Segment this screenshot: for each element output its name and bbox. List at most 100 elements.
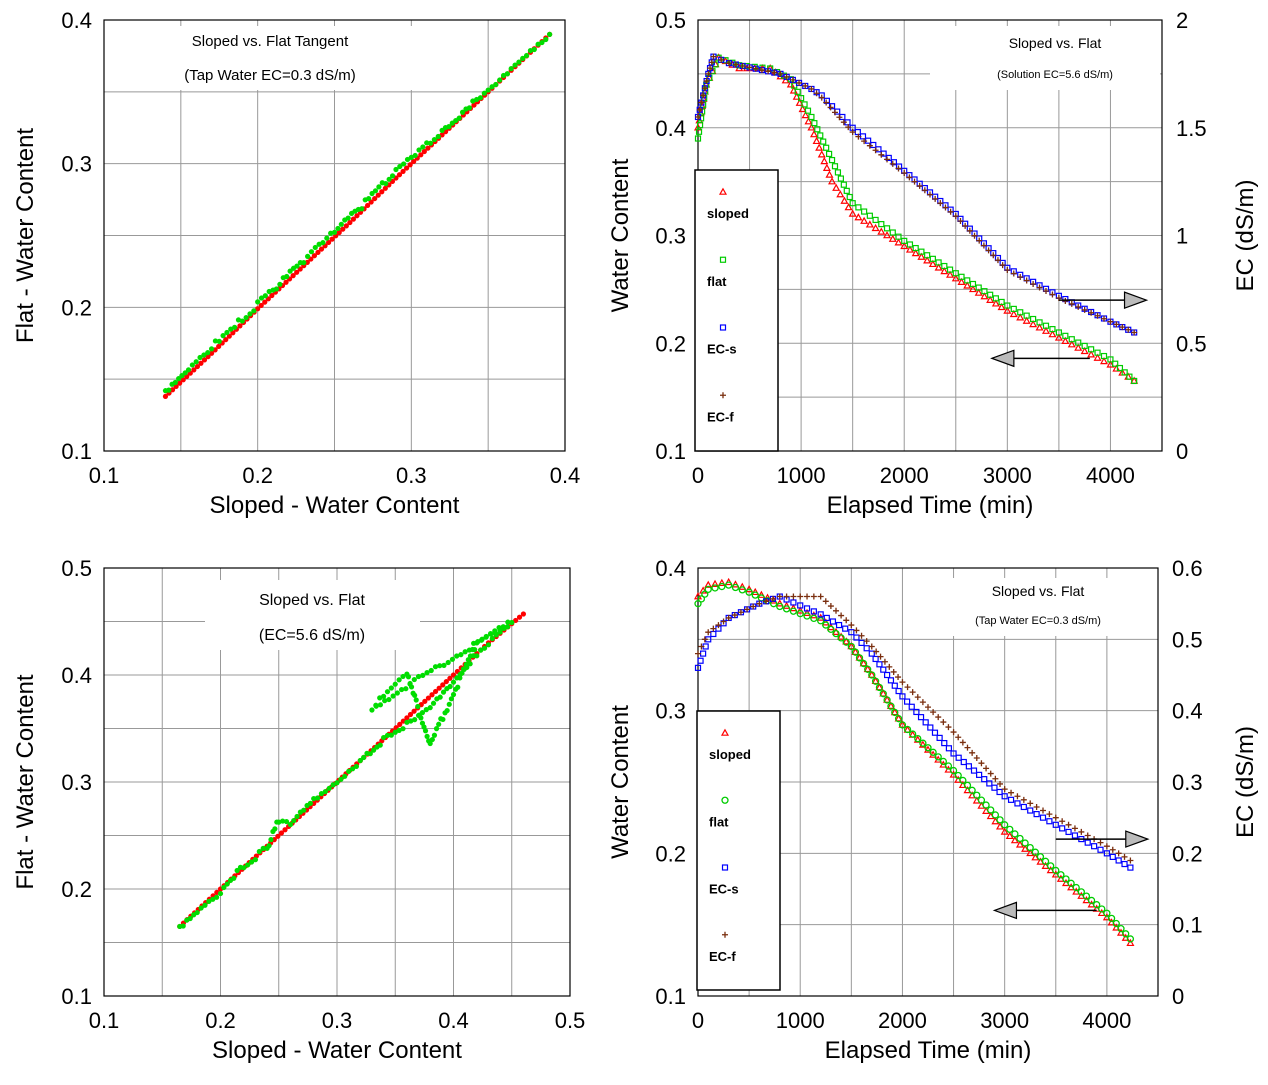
- data-point: [1107, 356, 1114, 363]
- legend-label: EC-f: [709, 949, 736, 964]
- title-background: [930, 578, 1150, 636]
- x-tick-label: 1000: [776, 1008, 825, 1033]
- data-point: [509, 619, 515, 626]
- data-point: [294, 813, 300, 820]
- data-point: [335, 225, 341, 232]
- data-point: [1097, 846, 1104, 853]
- data-point: [252, 857, 259, 863]
- data-point: [1109, 846, 1116, 853]
- data-point: [330, 782, 336, 788]
- data-point: [389, 173, 396, 179]
- data-point: [715, 622, 722, 629]
- data-point: [338, 221, 344, 227]
- legend-box: [694, 169, 779, 452]
- data-point: [823, 99, 830, 106]
- x-tick-label: 3000: [980, 1008, 1029, 1033]
- data-point: [539, 39, 545, 46]
- data-point: [1001, 786, 1008, 793]
- data-point: [891, 682, 898, 689]
- data-point: [804, 107, 812, 114]
- chart-subtitle: (Tap Water EC=0.3 dS/m): [975, 615, 1101, 627]
- data-point: [408, 154, 414, 160]
- data-point: [485, 87, 491, 93]
- data-point: [871, 677, 880, 685]
- data-point: [347, 219, 353, 226]
- data-point: [427, 740, 433, 747]
- data-point: [357, 757, 363, 764]
- data-point: [738, 586, 746, 594]
- data-point: [898, 720, 907, 728]
- data-point: [739, 62, 746, 69]
- data-point: [471, 102, 477, 108]
- data-point: [287, 821, 293, 828]
- data-point: [916, 182, 923, 189]
- data-point: [262, 299, 268, 305]
- data-point: [997, 780, 1004, 787]
- data-point: [941, 739, 948, 747]
- y-tick-label: 0.1: [655, 984, 686, 1009]
- data-point: [232, 324, 238, 330]
- x-tick-label: 2000: [878, 1008, 927, 1033]
- data-point: [1026, 848, 1035, 857]
- data-point: [875, 146, 882, 153]
- data-point: [705, 629, 712, 636]
- data-point: [859, 659, 868, 667]
- data-point: [421, 148, 427, 155]
- data-point: [1126, 373, 1133, 380]
- data-point: [418, 152, 424, 158]
- y-axis-label: Flat - Water Content: [12, 674, 39, 890]
- data-point: [957, 277, 966, 285]
- data-point: [888, 234, 897, 242]
- data-point: [1062, 332, 1069, 339]
- data-point: [836, 114, 843, 121]
- data-point: [913, 708, 920, 716]
- data-point: [891, 708, 899, 717]
- data-point: [817, 617, 825, 625]
- data-point: [269, 292, 275, 299]
- data-point: [962, 222, 969, 229]
- data-point: [512, 62, 518, 68]
- data-point: [256, 848, 262, 855]
- data-point: [481, 90, 487, 96]
- plot-frame: [103, 19, 566, 452]
- data-point: [769, 595, 776, 602]
- data-point: [375, 192, 381, 198]
- data-point: [803, 608, 812, 616]
- data-point: [492, 631, 499, 637]
- data-point: [861, 138, 868, 145]
- data-point: [467, 661, 473, 667]
- data-point: [694, 135, 702, 142]
- data-point: [1004, 266, 1011, 273]
- data-point: [854, 213, 863, 221]
- data-point: [1087, 350, 1096, 358]
- data-point: [944, 762, 953, 770]
- x-tick-label: 4000: [1086, 463, 1135, 488]
- data-point: [844, 203, 853, 211]
- data-point: [921, 187, 928, 194]
- data-point: [381, 693, 387, 699]
- data-point: [1010, 270, 1017, 277]
- data-point: [847, 642, 855, 651]
- data-point: [935, 714, 942, 721]
- legend-marker: [718, 187, 728, 195]
- data-point: [810, 608, 817, 615]
- data-point: [1021, 844, 1030, 852]
- data-point: [939, 757, 947, 766]
- data-point: [949, 766, 958, 775]
- data-point: [737, 609, 744, 616]
- data-point: [903, 698, 911, 705]
- data-point: [547, 31, 553, 37]
- data-point: [703, 78, 710, 85]
- data-point: [420, 672, 426, 678]
- arrow-right-icon: [1125, 830, 1150, 848]
- legend-marker: [719, 324, 727, 331]
- data-point: [208, 346, 215, 352]
- data-point: [945, 724, 952, 731]
- data-point: [695, 650, 701, 657]
- data-point: [1115, 857, 1122, 864]
- data-point: [1029, 319, 1038, 328]
- y-tick-label: 0.5: [61, 556, 92, 581]
- data-point: [454, 653, 460, 659]
- title-background: [930, 26, 1160, 90]
- data-point: [1057, 871, 1065, 879]
